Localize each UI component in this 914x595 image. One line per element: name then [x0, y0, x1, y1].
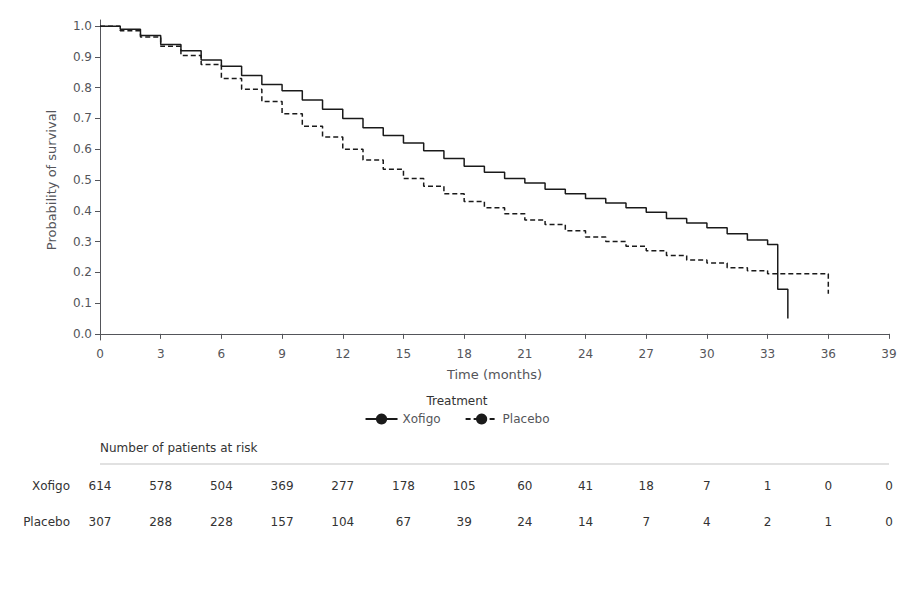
svg-text:Placebo: Placebo: [503, 412, 550, 426]
svg-text:0.5: 0.5: [73, 173, 92, 187]
svg-text:67: 67: [396, 515, 411, 529]
svg-text:228: 228: [210, 515, 233, 529]
svg-text:2: 2: [764, 515, 772, 529]
svg-text:614: 614: [89, 479, 112, 493]
svg-text:1: 1: [824, 515, 832, 529]
svg-text:Time (months): Time (months): [446, 367, 542, 382]
svg-text:0.3: 0.3: [73, 235, 92, 249]
svg-text:0: 0: [96, 347, 104, 361]
svg-text:24: 24: [578, 347, 593, 361]
svg-text:Xofigo: Xofigo: [403, 412, 441, 426]
svg-text:0.9: 0.9: [73, 50, 92, 64]
svg-text:36: 36: [821, 347, 836, 361]
svg-text:41: 41: [578, 479, 593, 493]
svg-text:1.0: 1.0: [73, 19, 92, 33]
svg-text:6: 6: [218, 347, 226, 361]
svg-text:7: 7: [703, 479, 711, 493]
svg-text:288: 288: [149, 515, 172, 529]
svg-text:7: 7: [642, 515, 650, 529]
svg-text:60: 60: [517, 479, 532, 493]
svg-text:0.6: 0.6: [73, 142, 92, 156]
svg-text:30: 30: [699, 347, 714, 361]
svg-text:33: 33: [760, 347, 775, 361]
svg-text:0.0: 0.0: [73, 327, 92, 341]
svg-text:0.1: 0.1: [73, 296, 92, 310]
svg-text:12: 12: [335, 347, 350, 361]
svg-text:369: 369: [271, 479, 294, 493]
svg-text:9: 9: [278, 347, 286, 361]
svg-text:0.8: 0.8: [73, 81, 92, 95]
svg-text:21: 21: [517, 347, 532, 361]
svg-text:0: 0: [885, 515, 893, 529]
svg-text:0.2: 0.2: [73, 265, 92, 279]
svg-text:18: 18: [639, 479, 654, 493]
svg-text:Placebo: Placebo: [23, 515, 70, 529]
svg-text:578: 578: [149, 479, 172, 493]
svg-text:14: 14: [578, 515, 593, 529]
svg-text:15: 15: [396, 347, 411, 361]
svg-text:4: 4: [703, 515, 711, 529]
svg-text:Number of patients at risk: Number of patients at risk: [100, 441, 258, 455]
svg-text:3: 3: [157, 347, 165, 361]
svg-text:157: 157: [271, 515, 294, 529]
svg-text:Xofigo: Xofigo: [32, 479, 70, 493]
svg-text:307: 307: [89, 515, 112, 529]
svg-text:104: 104: [331, 515, 354, 529]
svg-text:277: 277: [331, 479, 354, 493]
svg-text:1: 1: [764, 479, 772, 493]
svg-text:39: 39: [457, 515, 472, 529]
svg-text:18: 18: [457, 347, 472, 361]
svg-text:105: 105: [453, 479, 476, 493]
svg-text:0.4: 0.4: [73, 204, 92, 218]
svg-text:0: 0: [824, 479, 832, 493]
svg-text:39: 39: [881, 347, 896, 361]
svg-text:0: 0: [885, 479, 893, 493]
svg-text:178: 178: [392, 479, 415, 493]
svg-text:Treatment: Treatment: [425, 394, 487, 408]
svg-text:24: 24: [517, 515, 532, 529]
svg-text:Probability of survival: Probability of survival: [44, 110, 59, 250]
svg-text:27: 27: [639, 347, 654, 361]
svg-text:504: 504: [210, 479, 233, 493]
svg-text:0.7: 0.7: [73, 111, 92, 125]
